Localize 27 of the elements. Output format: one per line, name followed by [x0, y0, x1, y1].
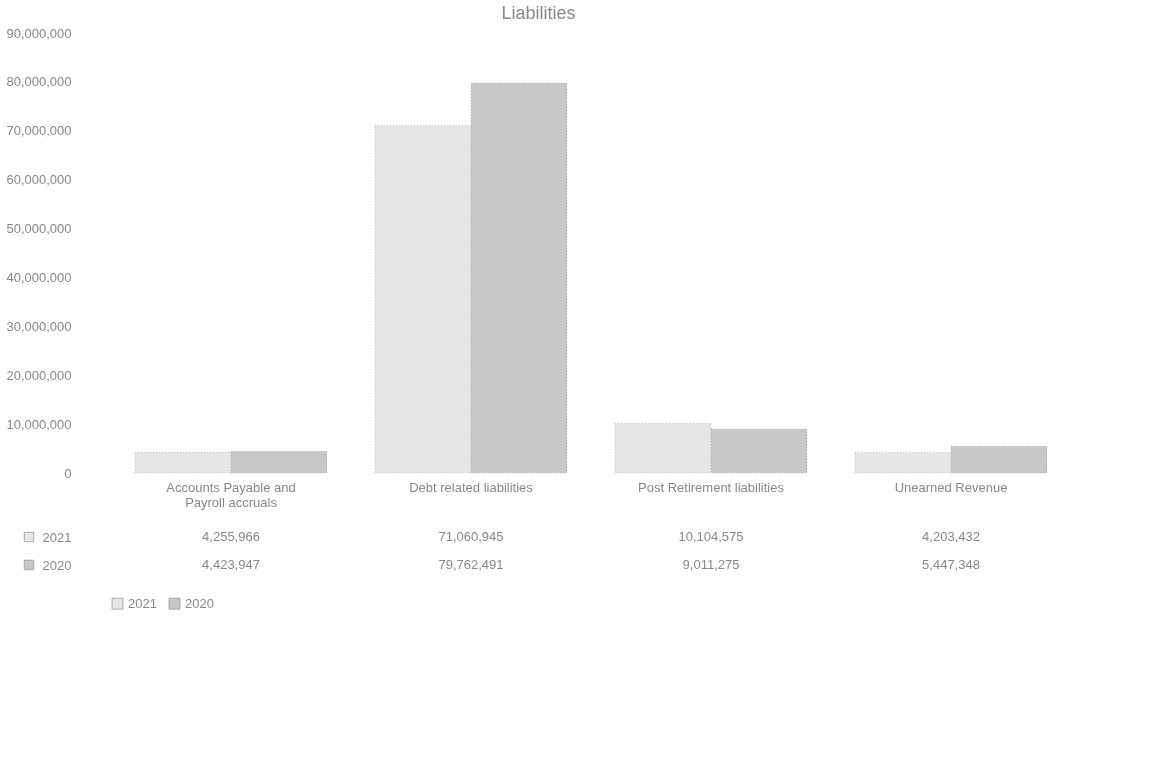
x-tick-label: Unearned Revenue	[894, 479, 1008, 495]
y-tick-label: 50,000,000	[6, 221, 72, 237]
data-label: 9,011,275	[682, 557, 740, 572]
y-tick-label: 90,000,000	[6, 25, 72, 41]
y-tick-label: 70,000,000	[6, 123, 72, 139]
legend-label: 2021	[42, 529, 72, 545]
y-tick-label: 0	[64, 465, 72, 481]
y-tick-label: 60,000,000	[6, 172, 72, 188]
data-label: 10,104,575	[678, 529, 744, 544]
x-tick-label: Accounts Payable and Payroll accruals	[166, 479, 296, 510]
data-label: 4,203,432	[922, 529, 980, 544]
data-label: 71,060,945	[438, 529, 504, 544]
data-label: 4,423,947	[202, 557, 260, 572]
text: 2020	[42, 557, 72, 573]
y-tick-label: 30,000,000	[6, 318, 72, 334]
chart-title: Liabilities	[501, 3, 576, 23]
x-tick-label: Post Retirement liabilities	[638, 479, 785, 495]
y-tick-label: 10,000,000	[6, 416, 72, 432]
y-tick-label: 80,000,000	[6, 74, 72, 90]
y-tick-label: 20,000,000	[6, 367, 72, 383]
y-tick-label: 40,000,000	[6, 269, 72, 285]
data-label: 4,255,966	[202, 529, 260, 544]
legend-label: 2020	[185, 595, 214, 611]
data-label: 5,447,348	[922, 557, 980, 572]
text: 2021	[128, 595, 157, 611]
x-tick-label: Debt related liabilities	[409, 479, 534, 495]
data-label: 79,762,491	[438, 557, 504, 572]
